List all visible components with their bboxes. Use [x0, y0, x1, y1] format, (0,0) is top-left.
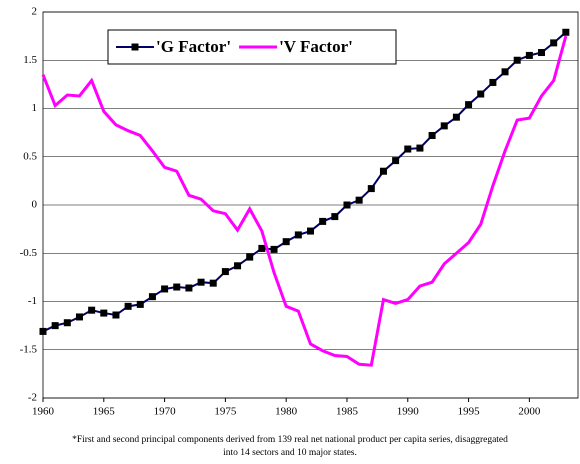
point — [88, 306, 96, 314]
point — [343, 201, 351, 209]
point — [51, 322, 59, 330]
x-tick-label: 2000 — [518, 406, 541, 418]
y-tick-label: -0.5 — [20, 247, 38, 259]
point — [39, 327, 47, 335]
point — [112, 311, 120, 319]
y-tick-label: 1 — [32, 102, 38, 114]
series-line — [41, 35, 568, 367]
y-tick-label: 0.5 — [23, 150, 37, 162]
point — [392, 157, 400, 165]
series-line — [42, 31, 567, 333]
point — [538, 49, 546, 57]
point — [246, 253, 254, 261]
point — [404, 145, 412, 153]
x-tick-label: 1975 — [214, 406, 237, 418]
point — [148, 293, 156, 301]
legend-marker — [131, 43, 139, 51]
point — [477, 90, 485, 98]
footnote: *First and second principal components d… — [72, 434, 508, 445]
point — [428, 132, 436, 140]
point — [355, 196, 363, 204]
y-tick-label: 2 — [32, 6, 38, 18]
point — [562, 28, 570, 36]
y-tick-label: -2 — [28, 392, 37, 404]
point — [501, 68, 509, 76]
point — [489, 78, 497, 86]
point — [465, 101, 473, 109]
point — [282, 238, 290, 246]
point — [136, 300, 144, 308]
legend-label: 'V Factor' — [279, 37, 353, 56]
point — [319, 217, 327, 225]
point — [221, 268, 229, 276]
point — [63, 319, 71, 327]
point — [525, 51, 533, 59]
y-tick-label: -1.5 — [20, 343, 38, 355]
point — [173, 283, 181, 291]
point — [452, 113, 460, 121]
x-tick-label: 1995 — [458, 406, 481, 418]
point — [197, 278, 205, 286]
x-tick-label: 1960 — [32, 406, 55, 418]
x-tick-label: 1980 — [275, 406, 298, 418]
point — [367, 185, 375, 193]
legend-label: 'G Factor' — [156, 37, 231, 56]
point — [161, 285, 169, 293]
point — [440, 122, 448, 130]
point — [100, 309, 108, 317]
point — [75, 313, 83, 321]
x-tick-label: 1985 — [336, 406, 359, 418]
x-tick-label: 1965 — [93, 406, 116, 418]
x-tick-label: 1990 — [397, 406, 420, 418]
point — [270, 245, 278, 253]
point — [124, 302, 132, 310]
footnote: into 14 sectors and 10 major states. — [223, 448, 357, 458]
point — [258, 244, 266, 252]
point — [294, 231, 302, 239]
point — [513, 56, 521, 64]
point — [331, 213, 339, 221]
x-tick-label: 1970 — [154, 406, 177, 418]
y-tick-label: 0 — [32, 199, 38, 211]
point — [209, 279, 217, 287]
y-tick-label: 1.5 — [23, 54, 37, 66]
point — [550, 39, 558, 47]
point — [379, 167, 387, 175]
y-tick-label: -1 — [28, 295, 37, 307]
point — [307, 227, 314, 235]
point — [185, 284, 193, 292]
point — [416, 144, 424, 152]
point — [234, 262, 242, 270]
